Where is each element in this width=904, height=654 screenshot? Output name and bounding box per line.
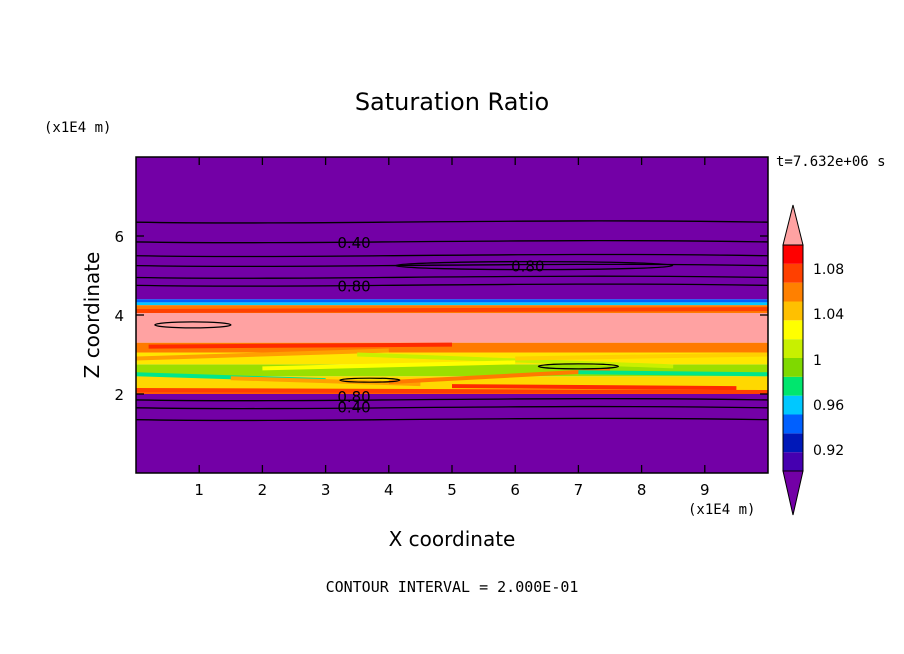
x-tick-label: 8: [637, 481, 647, 499]
x-tick-label: 9: [700, 481, 710, 499]
contour-line: [136, 275, 768, 279]
x-axis-label: X coordinate: [0, 527, 904, 551]
y-tick-label: 2: [114, 386, 124, 404]
heatmap-band: [136, 394, 768, 473]
contour-loop: [154, 321, 232, 329]
colorbar-segment: [783, 263, 803, 283]
heatmap-streak: [388, 368, 611, 385]
heatmap-streak: [262, 360, 516, 371]
contour-line: [136, 417, 768, 422]
y-tick-label: 6: [114, 228, 124, 246]
x-tick-label: 1: [194, 481, 204, 499]
heatmap-streak: [136, 348, 389, 361]
contour-label: 0.80: [511, 258, 544, 276]
contour-line: [136, 220, 768, 224]
y-axis-unit-label: (x1E4 m): [44, 120, 112, 136]
contour-line: [136, 283, 768, 287]
colorbar-top-arrow: [782, 204, 804, 246]
contour-label: 0.80: [337, 388, 370, 406]
heatmap-streak: [357, 352, 674, 369]
colorbar-segment: [783, 414, 803, 434]
colorbar-segment: [783, 245, 803, 264]
colorbar-segment: [783, 358, 803, 377]
x-axis-label-text: X coordinate: [388, 527, 516, 551]
x-tick-label: 6: [510, 481, 520, 499]
contour-line: [136, 405, 768, 410]
chart-title: Saturation Ratio: [354, 88, 550, 116]
heatmap-streak: [451, 384, 737, 391]
colorbar-bottom-arrow: [782, 470, 804, 516]
y-tick-label: 4: [114, 307, 124, 325]
x-tick-label: 5: [447, 481, 457, 499]
x-tick-label: 2: [258, 481, 268, 499]
x-axis-unit-label: (x1E4 m): [688, 502, 756, 518]
heatmap-streak: [148, 342, 453, 349]
heatmap-band: [136, 313, 768, 343]
heatmap-band: [136, 342, 768, 353]
contour-interval-note: CONTOUR INTERVAL = 2.000E-01: [325, 578, 579, 596]
contour-label: 0.40: [337, 234, 370, 252]
heatmap-band: [136, 302, 768, 306]
contour-line: [136, 240, 768, 244]
colorbar-label: 1.04: [813, 307, 844, 323]
heatmap-streak: [578, 370, 768, 377]
heatmap-streak: [515, 352, 768, 361]
colorbar-frame: [782, 244, 804, 472]
colorbar-label: 0.92: [813, 443, 844, 459]
contour-label: 0.80: [337, 277, 370, 295]
colorbar-segment: [783, 320, 803, 340]
colorbar-segment: [783, 339, 803, 358]
contour-loop: [395, 260, 674, 271]
x-tick-label: 7: [574, 481, 584, 499]
heatmap-streak: [136, 307, 768, 314]
contour-loop: [339, 377, 401, 383]
contour-line: [136, 398, 768, 402]
colorbar-segment: [783, 282, 803, 302]
heatmap-streak: [136, 388, 768, 395]
heatmap-band: [136, 299, 768, 303]
plot-area: 0.400.800.800.800.40: [136, 157, 768, 473]
heatmap-streak: [230, 376, 421, 387]
contour-loop: [537, 363, 620, 370]
contour-line: [136, 253, 768, 258]
contour-label: 0.40: [337, 399, 370, 417]
time-label: t=7.632e+06 s: [776, 154, 886, 170]
y-axis-label: Z coordinate: [80, 251, 104, 379]
colorbar-segment: [783, 395, 803, 415]
colorbar-label: 1: [813, 353, 822, 369]
colorbar-segment: [783, 452, 803, 471]
heatmap-band: [136, 364, 768, 377]
colorbar-segment: [783, 433, 803, 453]
heatmap-band: [136, 157, 768, 300]
x-tick-label: 4: [384, 481, 394, 499]
colorbar-segment: [783, 376, 803, 396]
colorbar-segment: [783, 301, 803, 321]
x-tick-label: 3: [321, 481, 331, 499]
colorbar-label: 0.96: [813, 398, 844, 414]
colorbar-label: 1.08: [813, 262, 844, 278]
